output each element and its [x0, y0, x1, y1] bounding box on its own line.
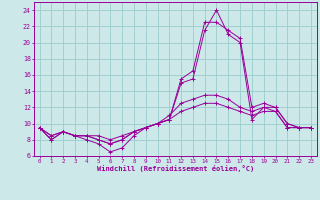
X-axis label: Windchill (Refroidissement éolien,°C): Windchill (Refroidissement éolien,°C)	[97, 165, 254, 172]
